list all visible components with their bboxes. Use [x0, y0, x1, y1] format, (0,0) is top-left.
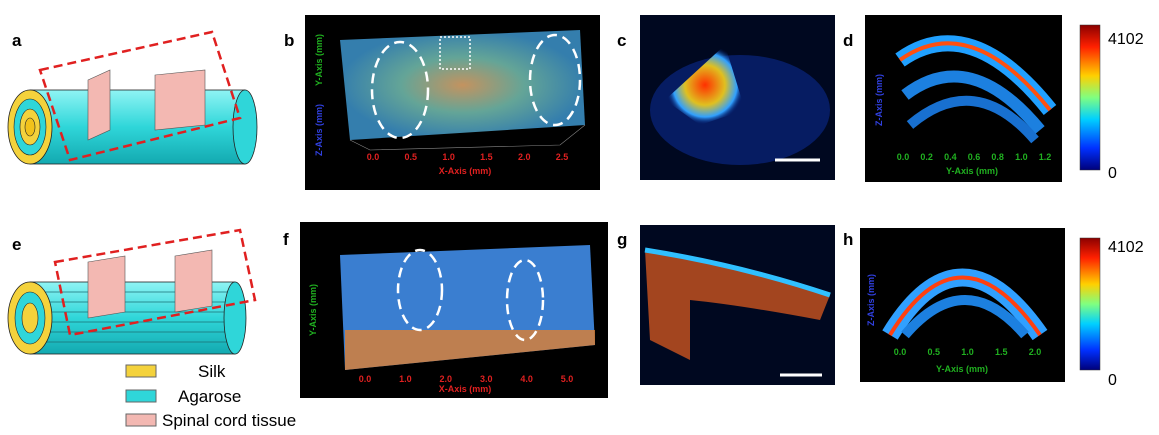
tick-label: 3.0 — [480, 374, 493, 384]
axis-title: X-Axis (mm) — [439, 166, 492, 176]
image-g — [640, 225, 835, 385]
tick-label: 2.5 — [556, 152, 569, 162]
tick-label: 0.2 — [920, 152, 933, 162]
colorbar-max: 4102 — [1108, 239, 1144, 256]
axis-title: Y-Axis (mm) — [936, 364, 988, 374]
tick-label: 2.0 — [518, 152, 531, 162]
tick-label: 1.0 — [961, 347, 974, 357]
legend-label: Spinal cord tissue — [162, 411, 296, 430]
image-b — [305, 15, 600, 190]
tick-label: 0.6 — [968, 152, 981, 162]
tick-label: 0.0 — [359, 374, 372, 384]
panel-label: b — [284, 31, 294, 50]
panel-label: a — [12, 31, 22, 50]
axis-title: X-Axis (mm) — [439, 384, 492, 394]
image-d — [865, 15, 1062, 182]
tick-label: 0.0 — [897, 152, 910, 162]
colorbar-min: 0 — [1108, 372, 1117, 389]
tick-label: 2.0 — [1029, 347, 1042, 357]
panel-label: c — [617, 31, 626, 50]
tick-label: 4.0 — [520, 374, 533, 384]
scaffold-e — [8, 230, 255, 354]
panel-label: d — [843, 31, 853, 50]
colorbar — [1080, 238, 1100, 370]
figure: Silk Agarose Spinal cord tissue a b c d … — [0, 0, 1159, 435]
axis-title: Y-Axis (mm) — [314, 34, 324, 86]
tick-label: 0.8 — [991, 152, 1004, 162]
image-f — [300, 222, 608, 398]
legend-swatch — [126, 365, 156, 377]
legend-label: Silk — [198, 362, 226, 381]
panel-label: f — [283, 230, 289, 249]
legend-label: Agarose — [178, 387, 241, 406]
image-h — [860, 228, 1065, 382]
axis-title: Z-Axis (mm) — [314, 104, 324, 156]
axis-title: Y-Axis (mm) — [946, 166, 998, 176]
tick-label: 1.0 — [399, 374, 412, 384]
page: Silk Agarose Spinal cord tissue a b c d … — [0, 0, 1159, 435]
panel-label: h — [843, 230, 853, 249]
tick-label: 0.5 — [927, 347, 940, 357]
colorbar — [1080, 25, 1100, 170]
tick-label: 1.0 — [1015, 152, 1028, 162]
colorbar-max: 4102 — [1108, 31, 1144, 48]
axis-title: Z-Axis (mm) — [874, 74, 884, 126]
panel-label: g — [617, 230, 627, 249]
image-c — [640, 15, 835, 180]
tick-label: 1.5 — [995, 347, 1008, 357]
tick-label: 2.0 — [440, 374, 453, 384]
tick-label: 0.0 — [367, 152, 380, 162]
legend-swatch — [126, 390, 156, 402]
tick-label: 1.2 — [1039, 152, 1052, 162]
axis-title: Y-Axis (mm) — [308, 284, 318, 336]
tick-label: 1.5 — [480, 152, 493, 162]
tick-label: 0.5 — [405, 152, 418, 162]
scaffold-a — [8, 32, 257, 164]
tick-label: 5.0 — [561, 374, 574, 384]
tick-label: 0.4 — [944, 152, 957, 162]
colorbar-min: 0 — [1108, 165, 1117, 182]
panel-label: e — [12, 235, 21, 254]
tick-label: 0.0 — [894, 347, 907, 357]
tick-label: 1.0 — [442, 152, 455, 162]
axis-title: Z-Axis (mm) — [866, 274, 876, 326]
legend-swatch — [126, 414, 156, 426]
